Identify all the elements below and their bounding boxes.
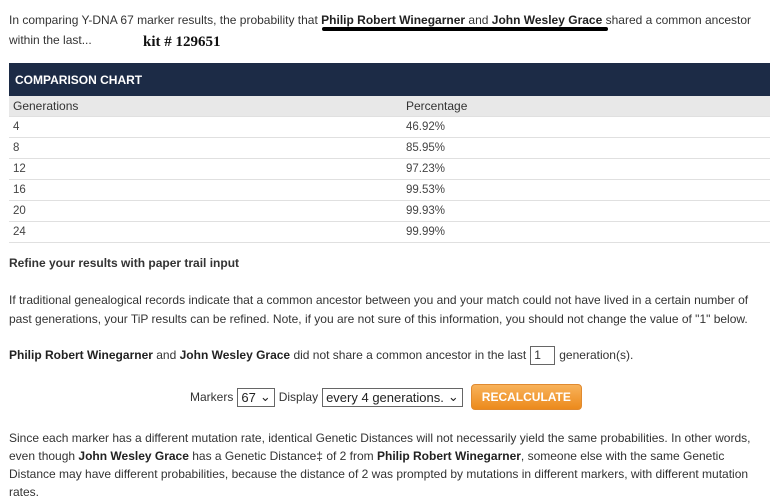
table-caption: COMPARISON CHART xyxy=(9,63,770,96)
percentage-cell: 46.92% xyxy=(402,116,770,138)
table-row: 24 99.99% xyxy=(9,221,770,243)
intro-text: In comparing Y-DNA 67 marker results, th… xyxy=(9,13,752,47)
generation-statement: Philip Robert Winegarner and John Wesley… xyxy=(9,346,633,366)
percentage-cell: 85.95% xyxy=(402,137,770,159)
table-row: 8 85.95% xyxy=(9,137,770,159)
refine-heading: Refine your results with paper trail inp… xyxy=(9,256,240,270)
footer-note: Since each marker has a different mutati… xyxy=(9,431,751,499)
match-name-2: John Wesley Grace xyxy=(491,13,603,27)
match-name-1: Philip Robert Winegarner xyxy=(321,13,466,27)
table-row: 12 97.23% xyxy=(9,158,770,180)
generations-input[interactable]: 1 xyxy=(530,346,556,366)
generations-cell: 4 xyxy=(9,116,402,138)
display-select[interactable]: every 4 generations. ⌄ xyxy=(322,387,463,407)
comparison-table: COMPARISON CHART Generations Percentage 4… xyxy=(9,63,770,243)
chevron-down-icon: ⌄ xyxy=(259,389,271,404)
column-header: Percentage xyxy=(402,96,770,117)
generations-cell: 16 xyxy=(9,179,402,201)
recalculate-controls: Markers 67 ⌄ Display every 4 generations.… xyxy=(190,384,582,410)
markers-select[interactable]: 67 ⌄ xyxy=(237,387,275,407)
table-row: 20 99.93% xyxy=(9,200,770,222)
percentage-cell: 97.23% xyxy=(402,158,770,180)
generations-cell: 8 xyxy=(9,137,402,159)
table-row: 16 99.53% xyxy=(9,179,770,201)
table-row: 4 46.92% xyxy=(9,116,770,138)
generations-cell: 12 xyxy=(9,158,402,180)
recalculate-button[interactable]: RECALCULATE xyxy=(470,384,582,410)
percentage-cell: 99.53% xyxy=(402,179,770,201)
chevron-down-icon: ⌄ xyxy=(447,389,459,404)
generations-cell: 20 xyxy=(9,200,402,222)
kit-annotation: kit # 129651 xyxy=(143,34,221,50)
underline-annotation xyxy=(322,27,608,31)
generations-cell: 24 xyxy=(9,221,402,243)
percentage-cell: 99.93% xyxy=(402,200,770,222)
refine-paragraph: If traditional genealogical records indi… xyxy=(9,293,749,326)
column-header: Generations xyxy=(9,96,402,117)
percentage-cell: 99.99% xyxy=(402,221,770,243)
